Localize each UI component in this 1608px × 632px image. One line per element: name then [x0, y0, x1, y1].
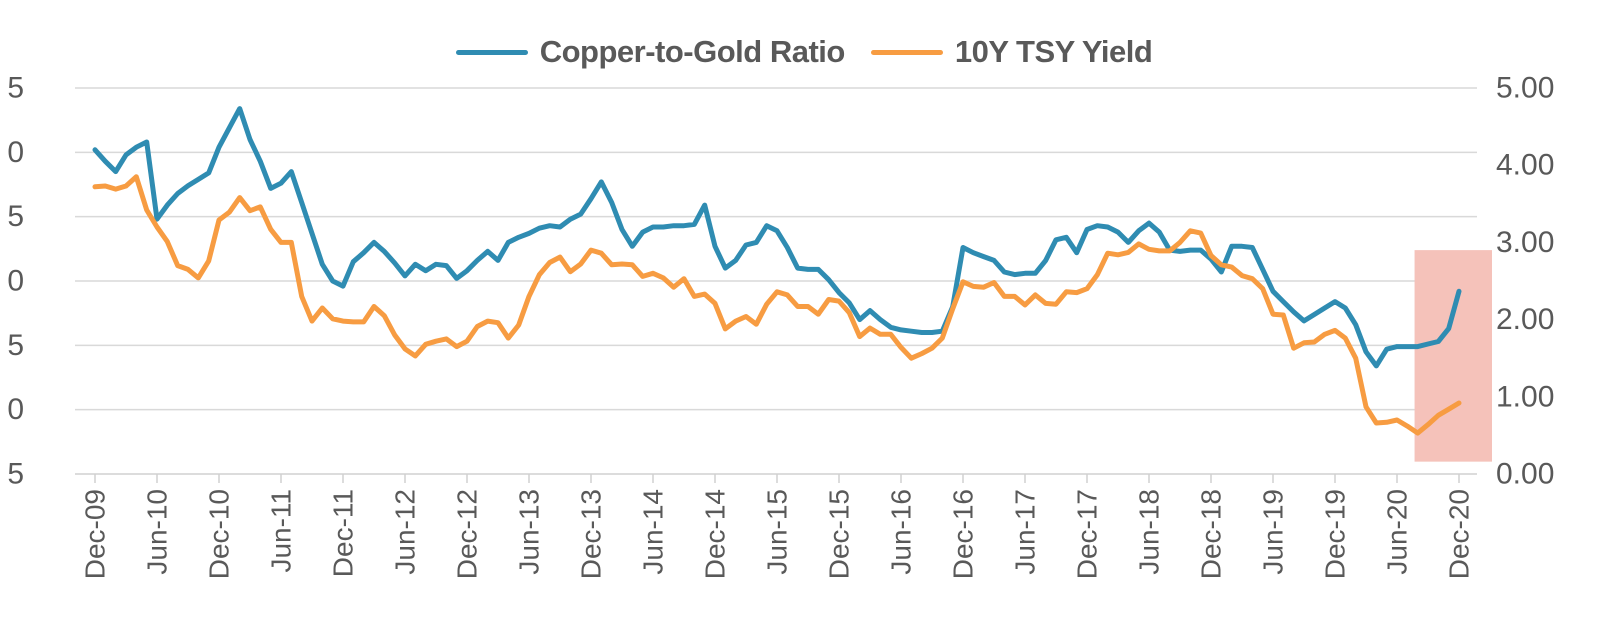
tsy-10y-yield-line — [92, 174, 1462, 436]
covid-period-highlight — [1414, 250, 1492, 462]
tsy-yield-legend-line-icon — [870, 49, 943, 55]
left-axis-tick-label: 5 — [7, 200, 24, 233]
right-axis-tick-label: 2.00 — [1496, 303, 1554, 336]
x-axis-tick-label: Dec-11 — [328, 489, 359, 577]
x-axis-tick-label: Jun-20 — [1382, 489, 1413, 575]
left-axis-tick-label: 5 — [7, 329, 24, 362]
right-axis-tick-label: 5.00 — [1496, 72, 1554, 105]
copper-gold-legend-line-icon — [455, 49, 528, 55]
x-axis-tick-label: Dec-18 — [1196, 489, 1227, 579]
left-axis-tick-label: 5 — [7, 458, 24, 491]
x-axis-tick-label: Jun-18 — [1134, 489, 1165, 575]
copper-gold-ratio-line — [92, 106, 1462, 369]
x-axis-tick-label: Dec-13 — [576, 489, 607, 579]
left-axis-tick-label: 0 — [7, 393, 24, 426]
x-axis-tick-label: Jun-14 — [638, 489, 669, 575]
x-axis-tick-label: Jun-16 — [886, 489, 917, 575]
x-axis-tick-label: Dec-15 — [824, 489, 855, 579]
right-axis-tick-label: 1.00 — [1496, 380, 1554, 413]
legend-item-copper-gold: Copper-to-Gold Ratio — [455, 34, 846, 70]
tsy-yield-legend-label: 10Y TSY Yield — [954, 34, 1153, 69]
x-axis-tick-label: Dec-12 — [452, 489, 483, 579]
x-axis-tick-label: Dec-16 — [948, 489, 979, 579]
left-axis-tick-label: 0 — [7, 265, 24, 298]
x-axis-tick-label: Dec-19 — [1320, 489, 1351, 579]
right-axis-tick-label: 3.00 — [1496, 226, 1554, 259]
x-axis-tick-label: Jun-12 — [390, 489, 421, 575]
right-axis-tick-label: 4.00 — [1496, 149, 1554, 182]
copper-gold-legend-label: Copper-to-Gold Ratio — [539, 34, 846, 69]
x-axis-tick-label: Dec-09 — [80, 489, 111, 579]
left-axis-tick-label: 5 — [7, 72, 24, 105]
x-axis-tick-label: Dec-20 — [1444, 489, 1475, 579]
legend-item-10y-tsy: 10Y TSY Yield — [870, 34, 1153, 70]
x-axis-tick-label: Jun-11 — [266, 489, 297, 573]
chart-legend: Copper-to-Gold Ratio 10Y TSY Yield — [0, 34, 1608, 70]
x-axis-tick-label: Jun-17 — [1010, 489, 1041, 575]
x-axis-tick-label: Jun-13 — [514, 489, 545, 575]
x-axis-tick-label: Jun-15 — [762, 489, 793, 575]
x-axis-tick-label: Jun-19 — [1258, 489, 1289, 575]
left-axis-tick-label: 0 — [7, 136, 24, 169]
x-axis-tick-label: Dec-17 — [1072, 489, 1103, 579]
x-axis-tick-label: Jun-10 — [142, 489, 173, 575]
x-axis-tick-label: Dec-14 — [700, 489, 731, 579]
right-axis-tick-label: 0.00 — [1496, 458, 1554, 491]
x-axis-tick-label: Dec-10 — [204, 489, 235, 579]
